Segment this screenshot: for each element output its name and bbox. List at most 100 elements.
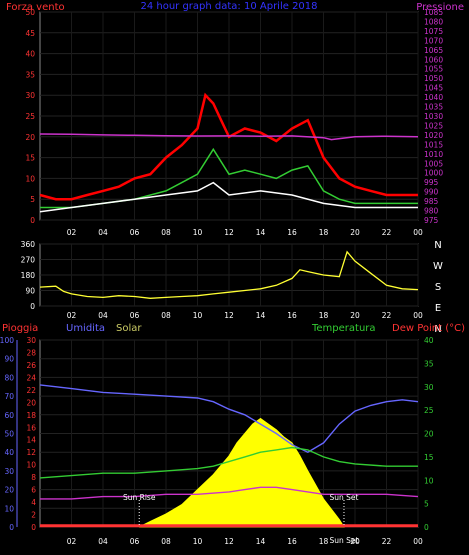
panel3-humidity-tick: 100 bbox=[0, 336, 14, 345]
panel3-legend-label: Temperatura bbox=[311, 323, 376, 334]
panel3-rain-tick: 0 bbox=[31, 523, 36, 532]
panel1-right-tick: 995 bbox=[424, 178, 439, 187]
panel1-x-tick: 00 bbox=[413, 228, 423, 237]
panel3-rain-tick: 16 bbox=[26, 423, 36, 432]
panel1-left-tick: 25 bbox=[25, 112, 35, 121]
panel1-left-tick: 20 bbox=[25, 133, 35, 142]
panel3-humidity-tick: 40 bbox=[4, 448, 14, 457]
panel3-temp-tick: 20 bbox=[424, 430, 434, 439]
panel3-rain-tick: 24 bbox=[26, 373, 36, 382]
panel3-rain-tick: 18 bbox=[26, 411, 36, 420]
panel1-right-tick: 1035 bbox=[424, 103, 443, 112]
panel1-x-tick: 02 bbox=[67, 228, 77, 237]
panel2-x-tick: 20 bbox=[350, 311, 360, 320]
panel1-x-tick: 22 bbox=[382, 228, 392, 237]
panel1-left-tick: 5 bbox=[30, 195, 35, 204]
panel1-x-tick: 14 bbox=[256, 228, 266, 237]
panel1-x-tick: 06 bbox=[130, 228, 140, 237]
panel3-x-tick: 00 bbox=[413, 537, 423, 546]
panel3-humidity-tick: 10 bbox=[4, 504, 14, 513]
panel3-series-solar bbox=[138, 417, 345, 528]
panel2-x-tick: 00 bbox=[413, 311, 423, 320]
panel2-left-tick: 270 bbox=[21, 256, 36, 265]
panel1-right-tick: 1005 bbox=[424, 159, 443, 168]
panel1-right-tick: 1040 bbox=[424, 93, 443, 102]
panel1-x-tick: 04 bbox=[98, 228, 108, 237]
panel3-rain-tick: 28 bbox=[26, 348, 36, 357]
panel3-x-tick: 06 bbox=[130, 537, 140, 546]
panel2-x-tick: 04 bbox=[98, 311, 108, 320]
panel3-temp-tick: 30 bbox=[424, 383, 434, 392]
panel3-temp-tick: 40 bbox=[424, 336, 434, 345]
panel1-right-tick: 1085 bbox=[424, 8, 443, 17]
panel2-x-tick: 16 bbox=[287, 311, 297, 320]
panel3-x-tick: 16 bbox=[287, 537, 297, 546]
panel3-humidity-tick: 70 bbox=[4, 392, 14, 401]
panel3-x-tick: 18 bbox=[319, 537, 329, 546]
panel2-x-tick: 22 bbox=[382, 311, 392, 320]
panel1-left-label: Forza vento bbox=[6, 2, 65, 13]
panel3-rain-tick: 22 bbox=[26, 386, 36, 395]
panel3-legend-label: Solar bbox=[116, 323, 142, 334]
panel3-temp-tick: 10 bbox=[424, 476, 434, 485]
panel1-x-tick: 16 bbox=[287, 228, 297, 237]
panel3-x-tick: 14 bbox=[256, 537, 266, 546]
panel1-right-tick: 1050 bbox=[424, 74, 443, 83]
panel2-left-tick: 360 bbox=[21, 240, 36, 249]
panel2-left-tick: 180 bbox=[21, 271, 36, 280]
panel1-right-tick: 1025 bbox=[424, 121, 443, 130]
panel1-left-tick: 50 bbox=[25, 8, 35, 17]
panel1-left-tick: 35 bbox=[25, 70, 35, 79]
panel1-right-tick: 1080 bbox=[424, 17, 443, 26]
panel3-temp-tick: 5 bbox=[424, 500, 429, 509]
panel1-x-tick: 18 bbox=[319, 228, 329, 237]
panel3-rain-tick: 6 bbox=[31, 486, 36, 495]
panel3-rain-tick: 4 bbox=[31, 498, 36, 507]
panel3-humidity-tick: 30 bbox=[4, 467, 14, 476]
panel1-right-tick: 975 bbox=[424, 216, 439, 225]
panel2-x-tick: 12 bbox=[224, 311, 234, 320]
panel3-temp-tick: 25 bbox=[424, 406, 434, 415]
panel3-rain-tick: 20 bbox=[26, 398, 36, 407]
panel1-right-tick: 1030 bbox=[424, 112, 443, 121]
panel3-rain-tick: 26 bbox=[26, 361, 36, 370]
panel1-left-tick: 10 bbox=[25, 174, 35, 183]
panel1-right-tick: 985 bbox=[424, 197, 439, 206]
panel2-x-tick: 18 bbox=[319, 311, 329, 320]
panel1-left-tick: 40 bbox=[25, 50, 35, 59]
panel3-rain-tick: 14 bbox=[26, 436, 36, 445]
panel1-right-tick: 1045 bbox=[424, 84, 443, 93]
panel2-x-tick: 02 bbox=[67, 311, 77, 320]
panel3-x-tick: 08 bbox=[161, 537, 171, 546]
panel3-legend-label: Dew Point (°C) bbox=[392, 323, 465, 334]
panel3-temp-tick: 0 bbox=[424, 523, 429, 532]
panel2-compass-label: N bbox=[434, 240, 441, 251]
sunset-label: Sun Set bbox=[329, 493, 358, 502]
panel3-legend-label: Pioggia bbox=[2, 323, 38, 334]
panel1-right-tick: 1010 bbox=[424, 150, 443, 159]
panel1-left-tick: 0 bbox=[30, 216, 35, 225]
panel3-legend-label: Umidita bbox=[66, 323, 105, 334]
panel1-right-tick: 1060 bbox=[424, 55, 443, 64]
panel2-left-tick: 0 bbox=[30, 302, 35, 311]
panel3-humidity-tick: 90 bbox=[4, 355, 14, 364]
panel1-right-tick: 990 bbox=[424, 188, 439, 197]
panel1-series-2 bbox=[39, 181, 418, 213]
panel3-rain-tick: 12 bbox=[26, 448, 36, 457]
panel1-series-3 bbox=[39, 133, 419, 141]
panel3-series-0 bbox=[39, 384, 419, 453]
panel2-x-tick: 14 bbox=[256, 311, 266, 320]
panel3-series-1 bbox=[39, 446, 418, 479]
panel3-humidity-tick: 80 bbox=[4, 373, 14, 382]
panel1-left-tick: 45 bbox=[25, 29, 35, 38]
panel1-right-tick: 1070 bbox=[424, 36, 443, 45]
panel1-x-tick: 08 bbox=[161, 228, 171, 237]
panel2-series-0 bbox=[39, 250, 419, 299]
panel3-x-tick: 10 bbox=[193, 537, 203, 546]
panel3-rain-tick: 2 bbox=[31, 511, 36, 520]
panel3-humidity-tick: 60 bbox=[4, 411, 14, 420]
panel1-right-tick: 1015 bbox=[424, 140, 443, 149]
panel1-title: 24 hour graph data: 10 Aprile 2018 bbox=[140, 1, 317, 12]
